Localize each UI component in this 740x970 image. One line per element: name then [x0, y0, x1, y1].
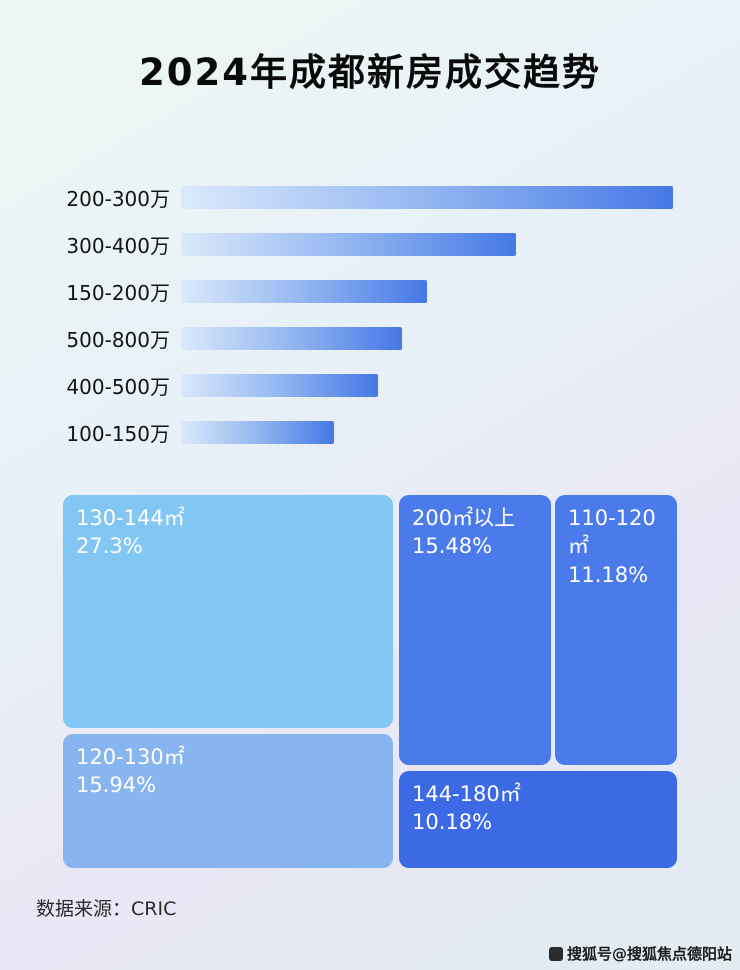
- bar-row: 200-300万: [58, 186, 673, 211]
- treemap-label: 120-130㎡: [76, 745, 185, 769]
- bar: [181, 186, 673, 209]
- bar-label: 500-800万: [66, 328, 170, 352]
- bar-row: 500-800万: [58, 327, 673, 352]
- area-treemap: 130-144㎡ 27.3% 120-130㎡ 15.94% 200㎡以上 15…: [63, 495, 677, 868]
- bar-track: [181, 280, 673, 303]
- bar-label: 150-200万: [66, 281, 170, 305]
- bar-label: 200-300万: [66, 187, 170, 211]
- treemap-block: 130-144㎡ 27.3%: [63, 495, 393, 728]
- bar-row: 100-150万: [58, 421, 673, 446]
- watermark: 搜狐号@搜狐焦点德阳站: [548, 943, 732, 964]
- bar-row: 300-400万: [58, 233, 673, 258]
- bar-row: 150-200万: [58, 280, 673, 305]
- treemap-value: 10.18%: [412, 810, 493, 835]
- bar: [181, 280, 427, 303]
- treemap-block: 144-180㎡ 10.18%: [399, 771, 677, 868]
- treemap-label: 130-144㎡: [76, 506, 185, 530]
- treemap-label: 144-180㎡: [412, 782, 521, 806]
- bar: [181, 421, 334, 444]
- bar-label: 100-150万: [66, 422, 170, 446]
- treemap-block: 120-130㎡ 15.94%: [63, 734, 393, 868]
- price-bar-chart: 200-300万 300-400万 150-200万 500-800万 400-500万…: [58, 186, 673, 468]
- bar-label: 400-500万: [66, 375, 170, 399]
- bar-track: [181, 327, 673, 350]
- bar-row: 400-500万: [58, 374, 673, 399]
- bar-label: 300-400万: [66, 234, 170, 258]
- treemap-label: 200㎡以上: [412, 506, 516, 530]
- treemap-value: 11.18%: [568, 562, 649, 587]
- bar-track: [181, 421, 673, 444]
- treemap-label: 110-120㎡: [568, 506, 656, 559]
- treemap-value: 15.94%: [76, 773, 157, 798]
- bar-track: [181, 374, 673, 397]
- treemap-block: 200㎡以上 15.48%: [399, 495, 551, 765]
- page-title: 2024年成都新房成交趋势: [139, 51, 601, 94]
- bar: [181, 233, 516, 256]
- treemap-block: 110-120㎡ 11.18%: [555, 495, 677, 765]
- bar: [181, 374, 378, 397]
- bar-track: [181, 186, 673, 209]
- sohu-logo-icon: [548, 946, 563, 961]
- bar-track: [181, 233, 673, 256]
- data-source: 数据来源：CRIC: [36, 898, 177, 920]
- bar: [181, 327, 403, 350]
- watermark-text: 搜狐号@搜狐焦点德阳站: [566, 945, 732, 963]
- treemap-value: 15.48%: [412, 534, 493, 559]
- treemap-value: 27.3%: [76, 534, 143, 559]
